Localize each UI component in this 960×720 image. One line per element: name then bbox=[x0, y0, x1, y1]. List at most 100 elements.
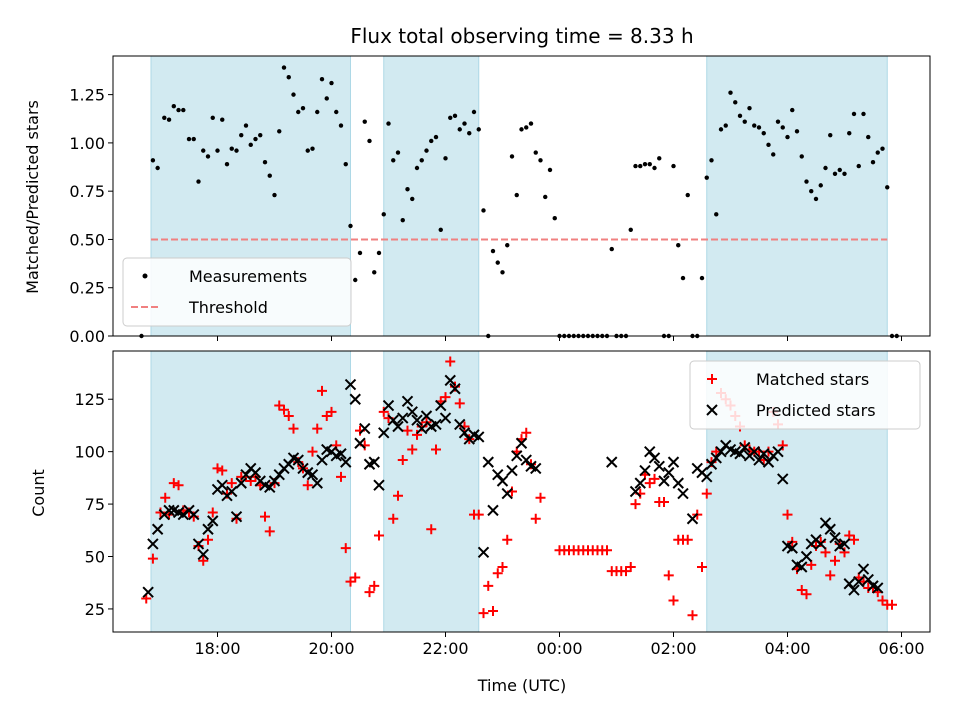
predicted-star-point bbox=[838, 538, 851, 550]
matched-star-point bbox=[397, 455, 408, 466]
matched-star-point bbox=[288, 423, 299, 434]
matched-star-point bbox=[687, 610, 698, 621]
measurement-point bbox=[832, 171, 838, 176]
predicted-star-point bbox=[800, 550, 813, 563]
predicted-star-point bbox=[734, 448, 746, 460]
measurement-point bbox=[391, 158, 396, 163]
matched-star-point bbox=[502, 534, 513, 545]
bottom-y-tick-label: 100 bbox=[74, 443, 105, 462]
predicted-star-point bbox=[382, 399, 395, 412]
chart-title: Flux total observing time = 8.33 h bbox=[350, 24, 693, 48]
measurement-point bbox=[362, 119, 367, 124]
bottom-y-tick-label: 25 bbox=[85, 600, 105, 619]
matched-star-point bbox=[336, 471, 346, 482]
predicted-star-point bbox=[430, 418, 442, 431]
predicted-star-point bbox=[819, 517, 832, 529]
bottom-y-tick-label: 50 bbox=[85, 548, 105, 567]
matched-star-point bbox=[350, 572, 361, 583]
matched-star-point bbox=[887, 599, 897, 610]
predicted-star-point bbox=[292, 454, 304, 466]
matched-star-point bbox=[492, 568, 503, 579]
measurement-point bbox=[505, 243, 510, 248]
measurement-point bbox=[229, 146, 234, 151]
matched-star-point bbox=[849, 534, 859, 545]
predicted-star-point bbox=[359, 422, 371, 435]
predicted-star-point bbox=[758, 448, 770, 460]
measurement-point bbox=[543, 194, 548, 200]
bottom-y-axis-label: Count bbox=[29, 469, 48, 517]
matched-star-point bbox=[212, 463, 223, 474]
measurement-point bbox=[300, 105, 306, 111]
matched-star-point bbox=[535, 492, 546, 503]
measurement-point bbox=[334, 109, 339, 115]
measurement-point bbox=[870, 160, 876, 165]
predicted-star-point bbox=[701, 471, 713, 483]
measurement-point bbox=[457, 127, 462, 132]
measurement-point bbox=[775, 119, 781, 124]
measurement-point bbox=[780, 125, 785, 130]
measurement-point bbox=[752, 123, 757, 128]
matched-star-point bbox=[374, 530, 384, 541]
measurement-point bbox=[771, 152, 776, 157]
measurement-point bbox=[353, 277, 358, 283]
measurement-point bbox=[329, 80, 334, 86]
matched-star-point bbox=[630, 499, 641, 510]
predicted-star-point bbox=[444, 374, 456, 387]
measurement-point bbox=[804, 179, 809, 184]
predicted-star-point bbox=[629, 485, 642, 498]
top-legend-label: Measurements bbox=[189, 267, 307, 286]
predicted-star-point bbox=[207, 515, 219, 527]
predicted-star-point bbox=[796, 561, 808, 573]
matched-star-point bbox=[697, 561, 707, 572]
measurement-point bbox=[171, 104, 176, 109]
measurement-point bbox=[856, 163, 861, 169]
predicted-star-point bbox=[249, 466, 262, 479]
top-y-tick-label: 0.00 bbox=[69, 327, 105, 346]
measurement-point bbox=[728, 90, 733, 95]
measurement-point bbox=[305, 148, 310, 153]
measurement-point bbox=[357, 250, 363, 256]
measurement-point bbox=[191, 136, 196, 142]
measurement-point bbox=[272, 192, 277, 198]
measurement-point bbox=[709, 158, 714, 163]
matched-star-point bbox=[782, 509, 793, 520]
matched-star-point bbox=[478, 608, 489, 619]
measurement-point bbox=[224, 161, 230, 167]
measurement-point bbox=[809, 188, 814, 194]
matched-star-point bbox=[801, 589, 812, 600]
top-panel: 0.00 0.25 0.50 0.75 1.00 1.25 Measurements Thre… bbox=[69, 55, 931, 346]
measurement-point bbox=[847, 131, 852, 136]
x-axis-label: Time (UTC) bbox=[477, 676, 566, 695]
measurement-point bbox=[296, 109, 301, 115]
matched-star-point bbox=[364, 587, 375, 598]
predicted-star-point bbox=[520, 454, 532, 466]
matched-star-point bbox=[711, 446, 722, 457]
bottom-x-tick-label: 04:00 bbox=[764, 639, 810, 658]
matched-star-point bbox=[388, 513, 399, 524]
measurement-point bbox=[150, 158, 156, 163]
predicted-star-point bbox=[264, 481, 276, 494]
bottom-axes-frame bbox=[112, 350, 931, 633]
predicted-star-point bbox=[530, 462, 542, 475]
measurement-point bbox=[737, 113, 743, 119]
measurement-point bbox=[680, 275, 686, 281]
predicted-star-point bbox=[487, 504, 499, 517]
predicted-star-point bbox=[762, 456, 775, 468]
predicted-star-point bbox=[340, 456, 352, 468]
matched-star-point bbox=[839, 547, 850, 558]
measurement-point bbox=[433, 134, 439, 140]
predicted-star-point bbox=[216, 479, 228, 491]
measurement-point bbox=[609, 246, 614, 252]
matched-star-point bbox=[302, 480, 313, 491]
predicted-star-point bbox=[473, 431, 485, 443]
matched-star-point bbox=[168, 478, 179, 489]
predicted-star-point bbox=[663, 466, 675, 479]
predicted-star-point bbox=[401, 395, 414, 408]
predicted-star-point bbox=[283, 458, 295, 470]
measurement-point bbox=[234, 148, 239, 153]
matched-star-point bbox=[279, 404, 289, 415]
measurement-point bbox=[733, 100, 738, 105]
measurement-point bbox=[338, 123, 344, 128]
predicted-star-point bbox=[824, 523, 836, 535]
predicted-star-point bbox=[482, 456, 494, 468]
